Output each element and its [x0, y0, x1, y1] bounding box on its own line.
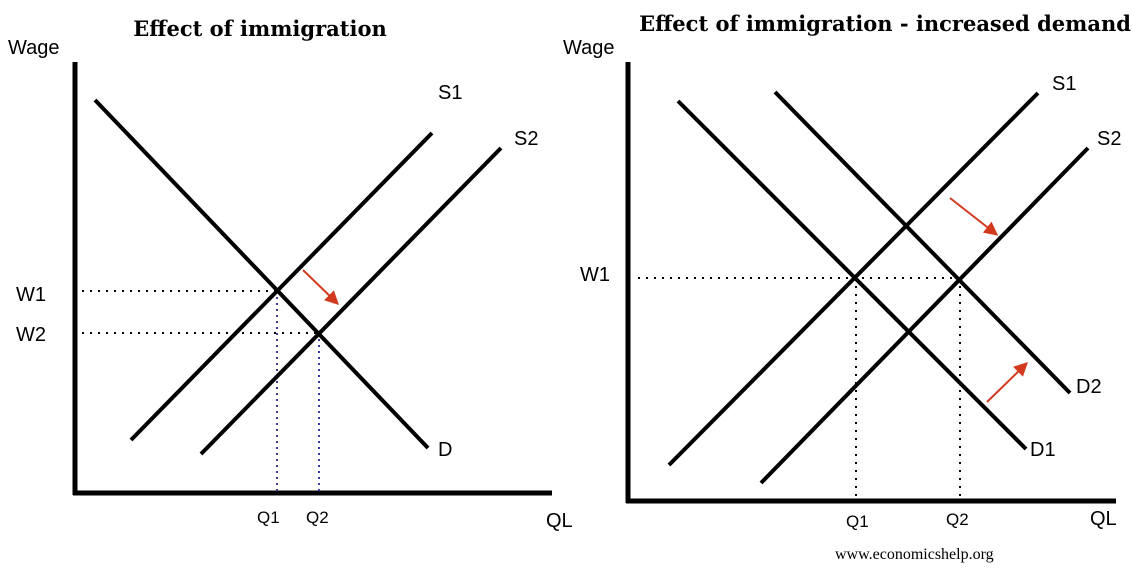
right-demand-shift-arrow	[986, 362, 1029, 403]
left-diagram: Effect of immigration Wage QL S1 S2 D W1…	[8, 16, 573, 532]
right-q1-label: Q1	[846, 512, 869, 531]
left-w1-label: W1	[16, 284, 46, 306]
right-w1-label: W1	[580, 264, 610, 286]
left-supply-s1-curve	[129, 131, 434, 442]
left-q1-label: Q1	[257, 508, 280, 527]
left-supply-shift-arrow	[302, 269, 340, 305]
right-q2-label: Q2	[946, 510, 969, 529]
right-demand-d2-curve	[773, 90, 1072, 395]
left-x-axis-label: QL	[546, 510, 573, 532]
right-supply-s2-curve	[759, 146, 1090, 485]
left-w2-label: W2	[16, 324, 46, 346]
right-s2-label: S2	[1097, 128, 1121, 150]
left-d-label: D	[438, 439, 452, 461]
right-supply-shift-arrow	[949, 197, 999, 236]
left-demand-curve	[93, 98, 430, 450]
right-title: Effect of immigration - increased demand	[639, 11, 1131, 36]
right-diagram: Effect of immigration - increased demand…	[563, 11, 1131, 563]
right-demand-d1-curve	[676, 99, 1028, 451]
right-supply-s1-curve	[667, 91, 1040, 467]
website-credit: www.economicshelp.org	[835, 546, 994, 563]
left-q2-label: Q2	[306, 508, 329, 527]
left-s2-label: S2	[514, 128, 538, 150]
left-s1-label: S1	[438, 82, 462, 104]
right-y-axis-label: Wage	[563, 37, 615, 59]
left-supply-s2-curve	[199, 146, 503, 456]
left-y-axis-label: Wage	[8, 37, 60, 59]
right-x-axis-label: QL	[1090, 508, 1117, 530]
right-d1-label: D1	[1030, 439, 1056, 461]
right-d2-label: D2	[1076, 376, 1102, 398]
left-title: Effect of immigration	[133, 16, 386, 41]
right-s1-label: S1	[1052, 73, 1076, 95]
